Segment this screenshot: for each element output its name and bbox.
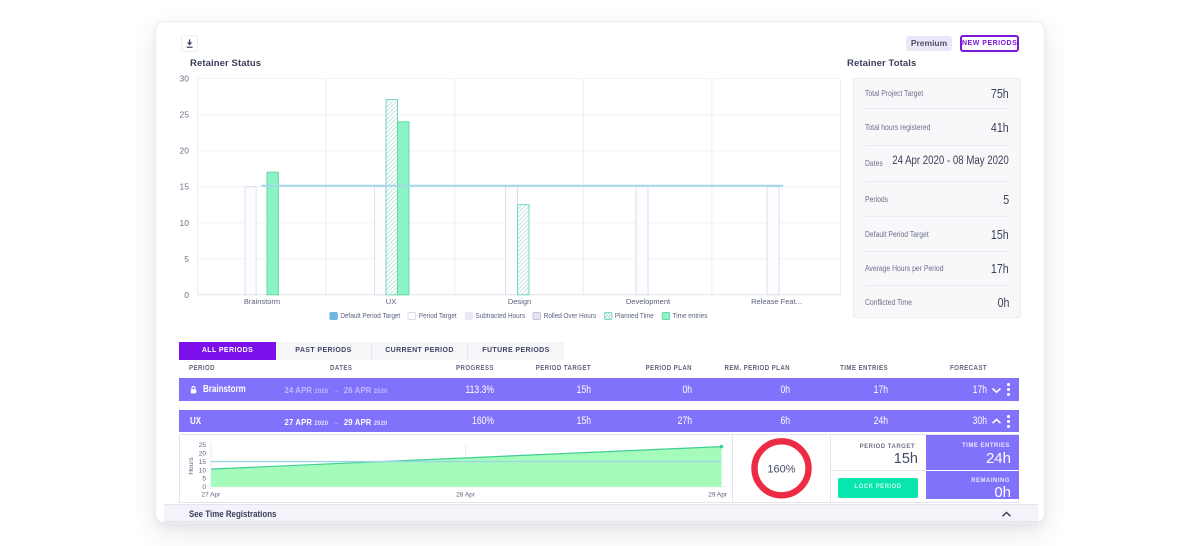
svg-text:Brainstorm: Brainstorm [244,297,280,306]
svg-text:25: 25 [180,110,190,120]
svg-text:Hours: Hours [188,457,195,475]
svg-text:UX: UX [386,297,396,306]
svg-text:30: 30 [180,74,190,84]
svg-text:20: 20 [180,146,190,156]
svg-text:15: 15 [199,459,207,466]
svg-text:15: 15 [180,182,190,192]
svg-text:20: 20 [199,451,207,458]
svg-text:25: 25 [199,442,207,449]
svg-text:0: 0 [184,290,189,300]
svg-text:Release Feat...: Release Feat... [751,297,802,306]
svg-text:Development: Development [626,297,671,306]
svg-text:5: 5 [202,476,206,483]
svg-text:10: 10 [180,218,190,228]
svg-text:Design: Design [508,297,531,306]
svg-text:29 Apr: 29 Apr [708,492,728,499]
svg-text:160%: 160% [767,463,795,475]
svg-text:28 Apr: 28 Apr [456,492,476,499]
svg-text:27 Apr: 27 Apr [202,492,222,499]
svg-text:10: 10 [199,467,207,474]
svg-text:5: 5 [184,254,189,264]
svg-text:0: 0 [202,484,206,491]
